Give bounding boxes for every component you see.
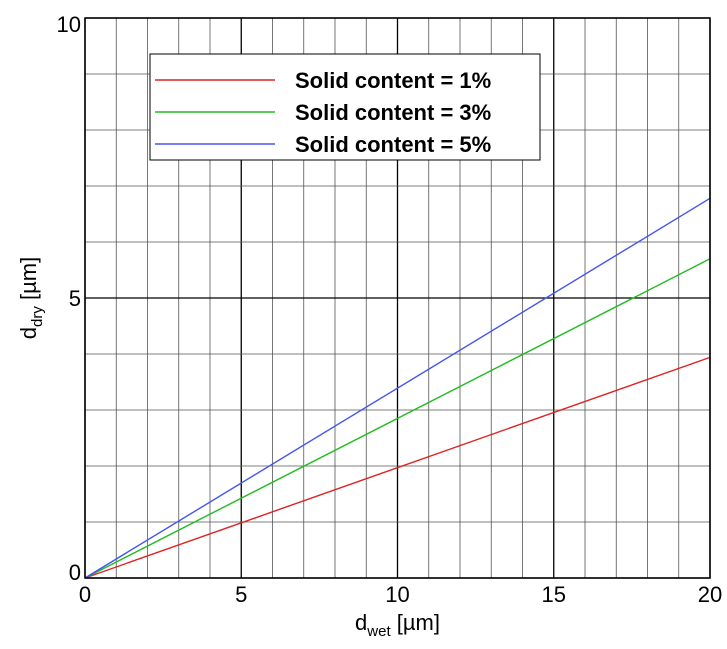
legend-label-3: Solid content = 5% [295,132,491,157]
series-line-2 [84,258,711,579]
legend: Solid content = 1% Solid content = 3% Soli… [149,53,541,161]
series-layer [84,197,711,579]
y-tick-label: 10 [57,12,81,37]
y-tick-label: 0 [69,560,81,585]
series-line-3 [84,197,711,579]
x-tick-label: 10 [385,582,409,607]
legend-label-1: Solid content = 1% [295,68,491,93]
y-axis-title: ddry [µm] [16,257,46,339]
series-line-1 [84,356,711,579]
legend-label-2: Solid content = 3% [295,100,491,125]
x-axis-title: dwet [µm] [355,610,440,640]
x-tick-label: 20 [698,582,722,607]
x-tick-label: 5 [235,582,247,607]
plot-frame [84,17,711,579]
x-tick-label: 0 [79,582,91,607]
y-tick-label: 5 [69,286,81,311]
tick-labels: 0 5 10 15 20 0 5 10 [57,12,723,607]
x-tick-label: 15 [542,582,566,607]
legend-box [149,53,541,161]
